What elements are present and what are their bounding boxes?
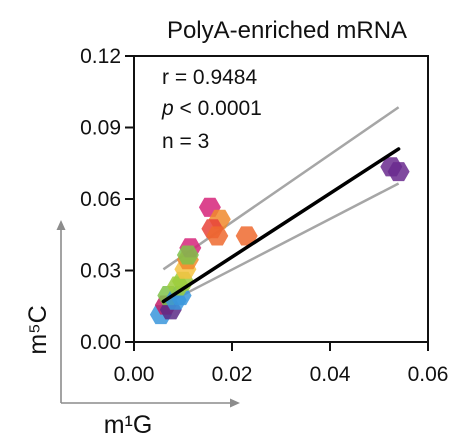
regression-fit [161, 147, 401, 304]
r-annotation: r = 0.9484 [162, 66, 257, 89]
data-point [235, 226, 258, 246]
data-point [176, 245, 199, 265]
x-axis-label: m¹G [104, 411, 153, 439]
x-tick-label: 0.06 [408, 363, 449, 386]
regression-line [161, 147, 401, 304]
y-arrow-head [56, 220, 66, 230]
data-points [149, 157, 410, 325]
data-point [206, 226, 229, 246]
data-point [387, 162, 410, 182]
p-value: < 0.0001 [174, 97, 262, 120]
n-annotation: n = 3 [162, 130, 209, 153]
y-tick-label: 0.12 [80, 45, 121, 68]
axis-arrows [56, 220, 240, 408]
ci-upper-line [162, 106, 400, 271]
confidence-band [162, 106, 400, 307]
x-tick-label: 0.04 [310, 363, 351, 386]
p-annotation: p < 0.0001 [161, 97, 262, 120]
x-axis-ticks: 0.00 0.02 0.04 0.06 [114, 342, 449, 386]
y-tick-label: 0.09 [80, 117, 121, 140]
y-axis-label: m⁵C [24, 305, 52, 354]
x-tick-label: 0.00 [114, 363, 155, 386]
y-tick-label: 0.03 [80, 260, 121, 283]
chart-title: PolyA-enriched mRNA [167, 17, 407, 44]
y-tick-label: 0.00 [80, 331, 121, 354]
ci-lower-line [162, 182, 400, 307]
y-tick-label: 0.06 [80, 188, 121, 211]
p-symbol: p [161, 97, 174, 120]
x-arrow-head [230, 398, 240, 408]
x-tick-label: 0.02 [212, 363, 253, 386]
y-axis-ticks: 0.00 0.03 0.06 0.09 0.12 [80, 45, 134, 354]
